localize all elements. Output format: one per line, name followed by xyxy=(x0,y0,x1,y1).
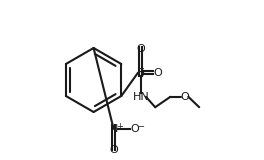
Text: O: O xyxy=(130,124,139,134)
Text: +: + xyxy=(116,122,123,131)
Text: S: S xyxy=(137,68,144,78)
Text: O: O xyxy=(109,145,118,155)
Text: O: O xyxy=(136,44,145,54)
Text: −: − xyxy=(137,122,144,131)
Text: O: O xyxy=(154,68,162,78)
Text: O: O xyxy=(180,92,189,102)
Text: HN: HN xyxy=(133,92,149,102)
Text: N: N xyxy=(109,124,118,134)
